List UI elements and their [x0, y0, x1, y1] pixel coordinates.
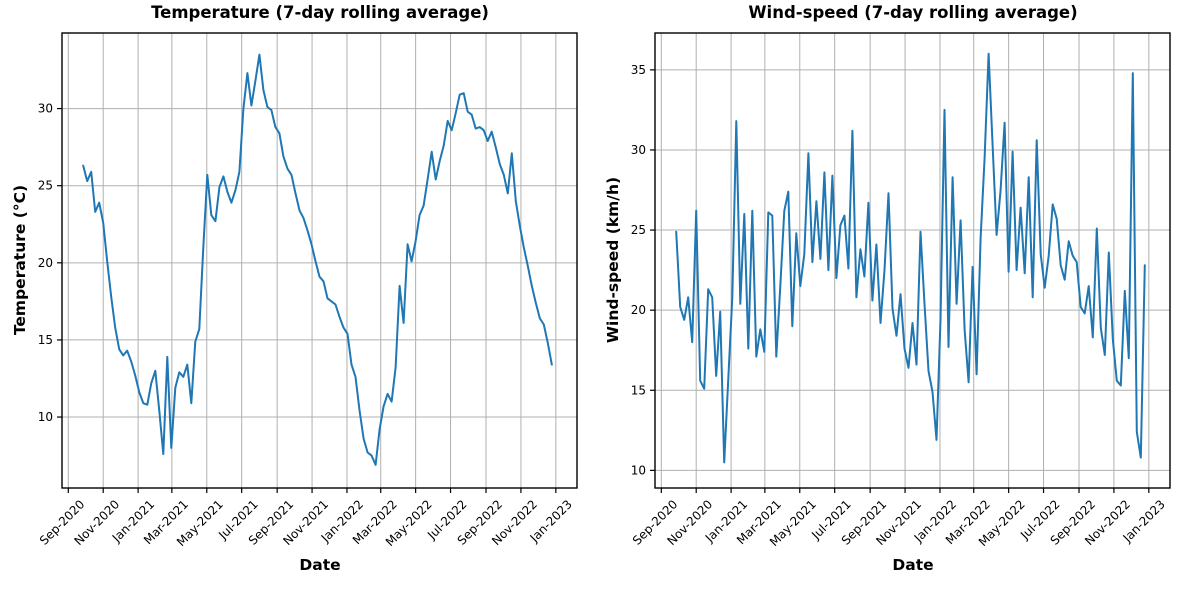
- temperature-series: [82, 53, 553, 466]
- y-axis-label: Wind-speed (km/h): [604, 176, 622, 344]
- y-axis-label: Temperature (°C): [11, 184, 29, 336]
- y-tick-label: 25: [38, 179, 53, 193]
- chart-title: Temperature (7-day rolling average): [151, 3, 489, 22]
- tick-labels: Sep-2020Nov-2020Jan-2021Mar-2021May-2021…: [37, 102, 575, 550]
- grid-lines: [62, 33, 577, 488]
- wind-speed-chart: Sep-2020 Nov-2020 Jan-2021 Mar-2021 May-2021…: [593, 0, 1186, 590]
- chart-title: Wind-speed (7-day rolling average): [748, 3, 1078, 22]
- y-tick-label: 25: [631, 223, 646, 237]
- tick-marks: [650, 69, 1150, 493]
- tick-marks: [57, 107, 557, 493]
- y-tick-label: 30: [631, 143, 646, 157]
- x-axis-label: Date: [892, 556, 934, 574]
- plot-border: [654, 32, 1171, 489]
- wind-speed-series: [675, 52, 1146, 464]
- y-tick-label: 10: [631, 463, 646, 477]
- y-tick-label: 20: [38, 256, 53, 270]
- wind-speed-plot: Sep-2020Nov-2020Jan-2021Mar-2021May-2021…: [630, 32, 1171, 549]
- y-tick-label: 15: [38, 333, 53, 347]
- temperature-chart: Sep-2020 Nov-2020 Jan-2021 Mar-2021 May-2021…: [11, 3, 578, 574]
- y-tick-label: 35: [631, 63, 646, 77]
- y-tick-label: 20: [631, 303, 646, 317]
- y-tick-label: 30: [38, 102, 53, 116]
- x-axis-label: Date: [299, 556, 341, 574]
- temperature-plot: Sep-2020Nov-2020Jan-2021Mar-2021May-2021…: [37, 32, 578, 550]
- y-tick-label: 15: [631, 383, 646, 397]
- plot-border: [61, 32, 578, 489]
- y-tick-label: 10: [38, 410, 53, 424]
